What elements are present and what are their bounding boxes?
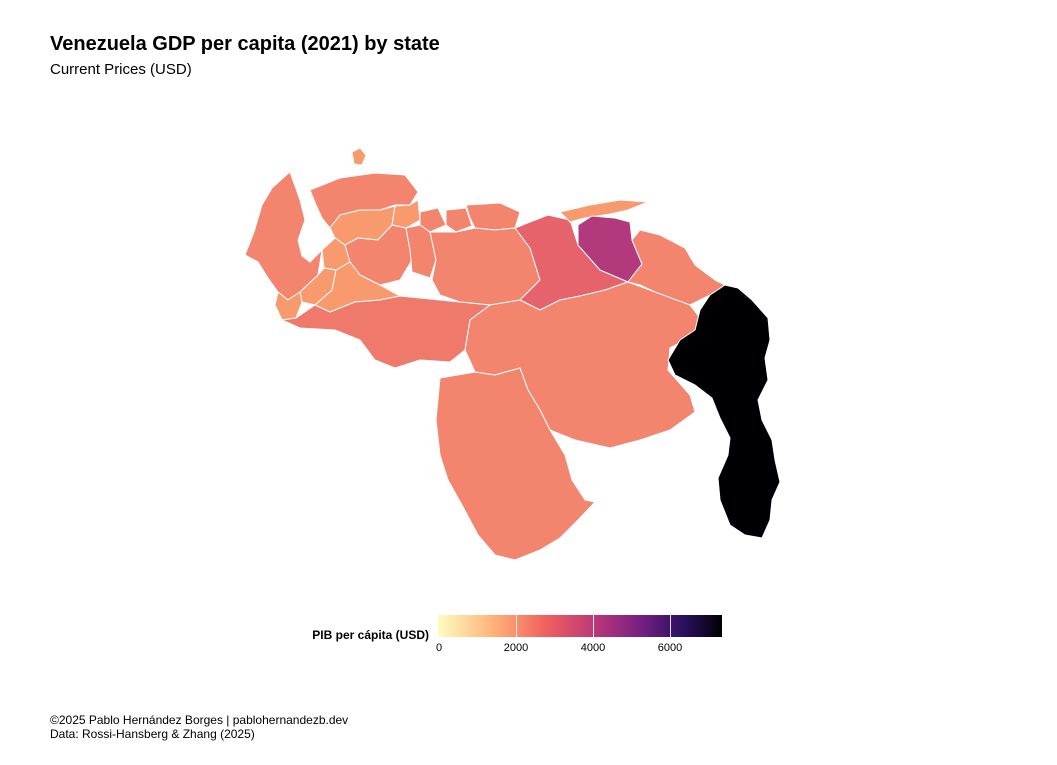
state-sucre[interactable] — [559, 199, 649, 223]
state-cojedes[interactable] — [405, 224, 437, 279]
legend-tick-label-6000: 6000 — [657, 642, 683, 654]
legend-tick-label-0: 0 — [435, 642, 443, 654]
legend-tick-6000 — [670, 615, 671, 637]
legend-tick-2000 — [516, 615, 517, 637]
state-carabobo[interactable] — [419, 207, 447, 233]
caption-credit: ©2025 Pablo Hernández Borges | pablohern… — [50, 713, 349, 727]
state-amazonas[interactable] — [435, 367, 596, 561]
state-tachira[interactable] — [274, 291, 303, 321]
chart-title: Venezuela GDP per capita (2021) by state — [50, 33, 440, 55]
legend-tick-label-4000: 4000 — [580, 642, 606, 654]
state-guayana-esequiba[interactable] — [667, 284, 781, 539]
state-apure[interactable] — [281, 295, 491, 369]
legend-tick-4000 — [593, 615, 594, 637]
legend-color-bar — [438, 615, 722, 637]
state-miranda[interactable] — [465, 202, 521, 231]
chart-subtitle: Current Prices (USD) — [50, 61, 192, 78]
state-nueva-esparta[interactable] — [351, 147, 367, 166]
state-aragua[interactable] — [445, 207, 473, 233]
legend-tick-label-2000: 2000 — [503, 642, 529, 654]
caption-source: Data: Rossi-Hansberg & Zhang (2025) — [50, 727, 255, 741]
legend-title: PIB per cápita (USD) — [312, 628, 429, 642]
